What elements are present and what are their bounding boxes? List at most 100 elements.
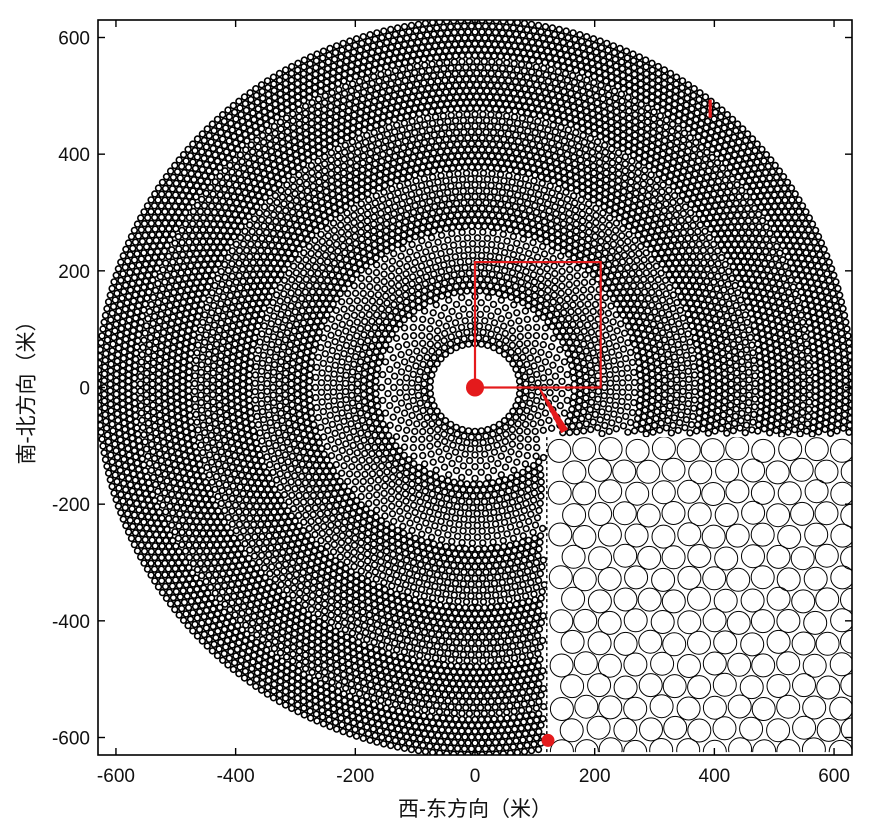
heliostat-mirror (355, 402, 363, 410)
heliostat-mirror (380, 311, 388, 320)
heliostat-mirror (430, 354, 438, 362)
heliostat-mirror (523, 274, 531, 283)
heliostat-mirror (619, 288, 628, 296)
heliostat-mirror (455, 276, 463, 284)
heliostat-mirror (412, 226, 420, 234)
heliostat-mirror (637, 342, 645, 350)
heliostat-mirror (403, 305, 412, 313)
heliostat-mirror (361, 470, 369, 478)
heliostat-mirror (382, 240, 390, 248)
heliostat-mirror (360, 436, 368, 444)
heliostat-mirror (422, 494, 431, 502)
heliostat-mirror (396, 447, 404, 455)
heliostat-mirror (382, 426, 390, 434)
heliostat-mirror (383, 520, 391, 528)
heliostat-mirror (488, 526, 496, 535)
heliostat-mirror (583, 321, 592, 329)
heliostat-mirror (527, 375, 536, 384)
heliostat-mirror (542, 238, 551, 246)
heliostat-mirror (361, 317, 369, 326)
heliostat-mirror (488, 240, 496, 249)
heliostat-mirror (452, 484, 460, 493)
heliostat-mirror (516, 520, 524, 529)
heliostat-mirror (611, 366, 620, 374)
heliostat-mirror (426, 442, 434, 450)
heliostat-mirror (509, 516, 518, 524)
heliostat-mirror (411, 233, 419, 241)
heliostat-mirror (412, 541, 420, 549)
heliostat-mirror (531, 246, 540, 254)
heliostat-mirror (598, 408, 606, 416)
heliostat-mirror (326, 356, 334, 364)
heliostat-mirror (524, 536, 533, 544)
heliostat-mirror (501, 423, 510, 431)
heliostat-mirror (444, 531, 452, 539)
heliostat-mirror (616, 305, 624, 314)
heliostat-mirror (591, 300, 600, 309)
heliostat-mirror (484, 473, 492, 482)
heliostat-mirror (512, 365, 520, 373)
heliostat-mirror (437, 311, 445, 320)
heliostat-mirror (579, 408, 588, 416)
heliostat-mirror (559, 247, 567, 255)
heliostat-mirror (584, 354, 593, 362)
heliostat-mirror (403, 262, 411, 271)
heliostat-mirror (541, 409, 550, 417)
heliostat-mirror (512, 478, 521, 486)
heliostat-mirror (432, 294, 440, 303)
heliostat-mirror (394, 234, 402, 242)
heliostat-mirror (378, 443, 386, 451)
heliostat-mirror (394, 492, 403, 501)
heliostat-mirror (601, 345, 609, 354)
heliostat-mirror (556, 296, 564, 305)
heliostat-mirror (344, 487, 352, 495)
heliostat-mirror (580, 327, 588, 335)
heliostat-mirror (330, 397, 338, 405)
heliostat-mirror (358, 282, 366, 290)
heliostat-mirror (455, 520, 463, 529)
heliostat-mirror (453, 502, 461, 511)
heliostat-mirror (431, 220, 440, 229)
heliostat-mirror (325, 402, 333, 410)
heliostat-mirror (557, 315, 566, 323)
heliostat-mirror (437, 268, 446, 276)
heliostat-mirror (397, 515, 405, 523)
heliostat-mirror (418, 543, 427, 551)
heliostat-mirror (421, 394, 429, 402)
heliostat-mirror (507, 419, 515, 427)
heliostat-mirror (473, 498, 481, 506)
heliostat-mirror (591, 264, 599, 272)
heliostat-mirror (459, 281, 467, 290)
heliostat-mirror (519, 475, 527, 483)
heliostat-mirror (433, 433, 441, 441)
heliostat-mirror (421, 487, 429, 495)
heliostat-mirror (375, 341, 383, 350)
heliostat-mirror (406, 538, 414, 547)
heliostat-mirror (354, 345, 362, 353)
heliostat-mirror (505, 355, 513, 363)
heliostat-mirror (414, 283, 423, 291)
heliostat-mirror (459, 240, 467, 248)
heliostat-mirror (373, 276, 381, 284)
heliostat-mirror (548, 227, 556, 235)
heliostat-mirror (455, 246, 463, 255)
heliostat-mirror (513, 296, 521, 304)
heliostat-mirror (347, 420, 355, 428)
heliostat-mirror (439, 481, 447, 490)
heliostat-mirror (464, 216, 472, 224)
heliostat-mirror (380, 277, 388, 286)
heliostat-mirror (448, 307, 456, 316)
heliostat-mirror (345, 412, 353, 420)
heliostat-mirror (426, 508, 434, 516)
heliostat-mirror (394, 274, 403, 283)
heliostat-mirror (435, 348, 443, 356)
heliostat-mirror (392, 334, 401, 342)
heliostat-mirror (500, 445, 508, 453)
heliostat-mirror (387, 272, 396, 280)
heliostat-mirror (589, 307, 597, 316)
heliostat-mirror (312, 393, 320, 402)
heliostat-mirror (420, 287, 429, 295)
heliostat-mirror (353, 470, 361, 478)
heliostat-mirror (430, 497, 438, 505)
heliostat-mirror (445, 452, 453, 460)
